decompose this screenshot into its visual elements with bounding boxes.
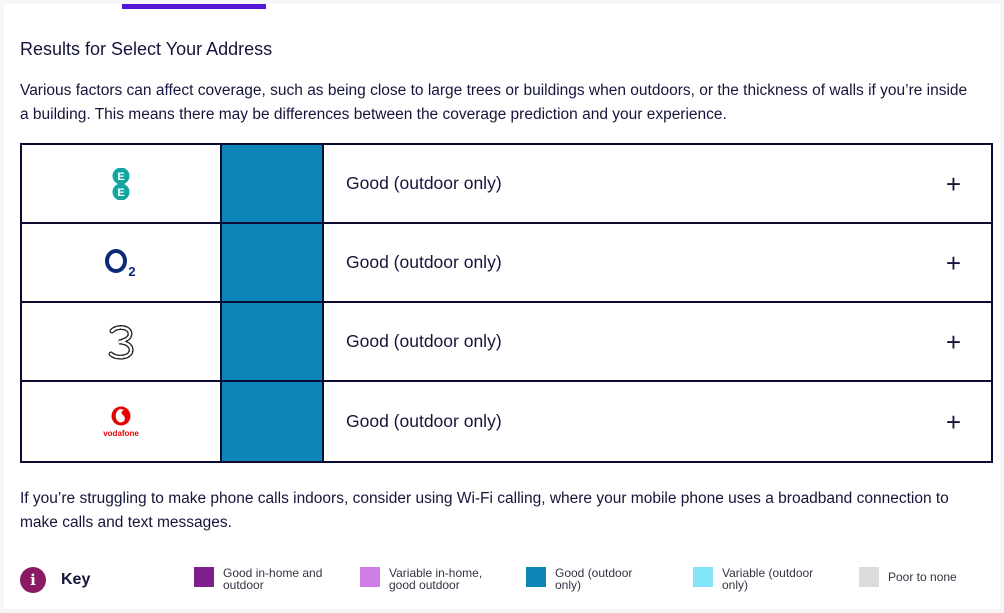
key-item-variable-in-home: Variable in-home, good outdoor — [360, 567, 499, 591]
key-item-good-in-home: Good in-home and outdoor — [194, 567, 333, 591]
wifi-calling-tip: If you’re struggling to make phone calls… — [20, 490, 949, 531]
ee-logo-icon: E E — [112, 167, 130, 200]
network-logo-cell: 2 — [22, 224, 222, 301]
network-logo-cell: vodafone — [22, 382, 222, 461]
key-item-good-outdoor: Good (outdoor only) — [526, 567, 645, 591]
key-swatch — [526, 567, 546, 587]
key-item-label: Variable (outdoor only) — [722, 566, 814, 592]
key-swatch — [859, 567, 879, 587]
key-item-label: Good in-home and outdoor — [223, 566, 323, 592]
expand-plus-icon[interactable]: + — [945, 406, 961, 437]
o2-logo-icon: 2 — [105, 248, 136, 278]
key-swatch — [360, 567, 380, 587]
info-icon[interactable]: i — [20, 567, 46, 593]
key-item-variable-outdoor: Variable (outdoor only) — [693, 567, 822, 591]
key-label: Key — [61, 571, 91, 588]
coverage-color-swatch — [222, 224, 324, 301]
coverage-status: Good (outdoor only) — [346, 331, 502, 351]
coverage-color-swatch — [222, 382, 324, 461]
key-header: i Key — [20, 567, 90, 593]
network-row-three[interactable]: Good (outdoor only) + — [22, 303, 991, 382]
key-item-label: Variable in-home, good outdoor — [389, 566, 483, 592]
three-logo-icon — [108, 324, 134, 360]
key-swatch — [693, 567, 713, 587]
expand-plus-icon[interactable]: + — [945, 247, 961, 278]
coverage-status: Good (outdoor only) — [346, 173, 502, 193]
svg-text:E: E — [117, 187, 124, 199]
network-row-ee[interactable]: E E Good (outdoor only) + — [22, 145, 991, 224]
results-title: Results for Select Your Address — [20, 39, 273, 59]
coverage-key: i Key Good in-home and outdoor Variable … — [20, 565, 990, 595]
svg-text:vodafone: vodafone — [103, 429, 139, 438]
coverage-color-swatch — [222, 303, 324, 380]
results-intro-text: Various factors can affect coverage, suc… — [20, 82, 968, 123]
coverage-status: Good (outdoor only) — [346, 252, 502, 272]
network-logo-cell — [22, 303, 222, 380]
network-row-o2[interactable]: 2 Good (outdoor only) + — [22, 224, 991, 303]
svg-text:2: 2 — [128, 264, 135, 278]
active-tab-indicator — [122, 4, 266, 9]
expand-plus-icon[interactable]: + — [945, 326, 961, 357]
svg-text:E: E — [117, 171, 124, 183]
network-logo-cell: E E — [22, 145, 222, 222]
coverage-table: E E Good (outdoor only) + 2 Good (outdoo… — [20, 143, 993, 463]
coverage-results-panel: Results for Select Your Address Various … — [4, 4, 1000, 609]
vodafone-logo-icon: vodafone — [103, 406, 139, 438]
key-swatch — [194, 567, 214, 587]
coverage-status: Good (outdoor only) — [346, 411, 502, 431]
network-row-vodafone[interactable]: vodafone Good (outdoor only) + — [22, 382, 991, 461]
expand-plus-icon[interactable]: + — [945, 168, 961, 199]
key-item-label: Poor to none — [888, 570, 957, 584]
key-item-label: Good (outdoor only) — [555, 566, 633, 592]
key-item-poor: Poor to none — [859, 567, 978, 587]
coverage-color-swatch — [222, 145, 324, 222]
